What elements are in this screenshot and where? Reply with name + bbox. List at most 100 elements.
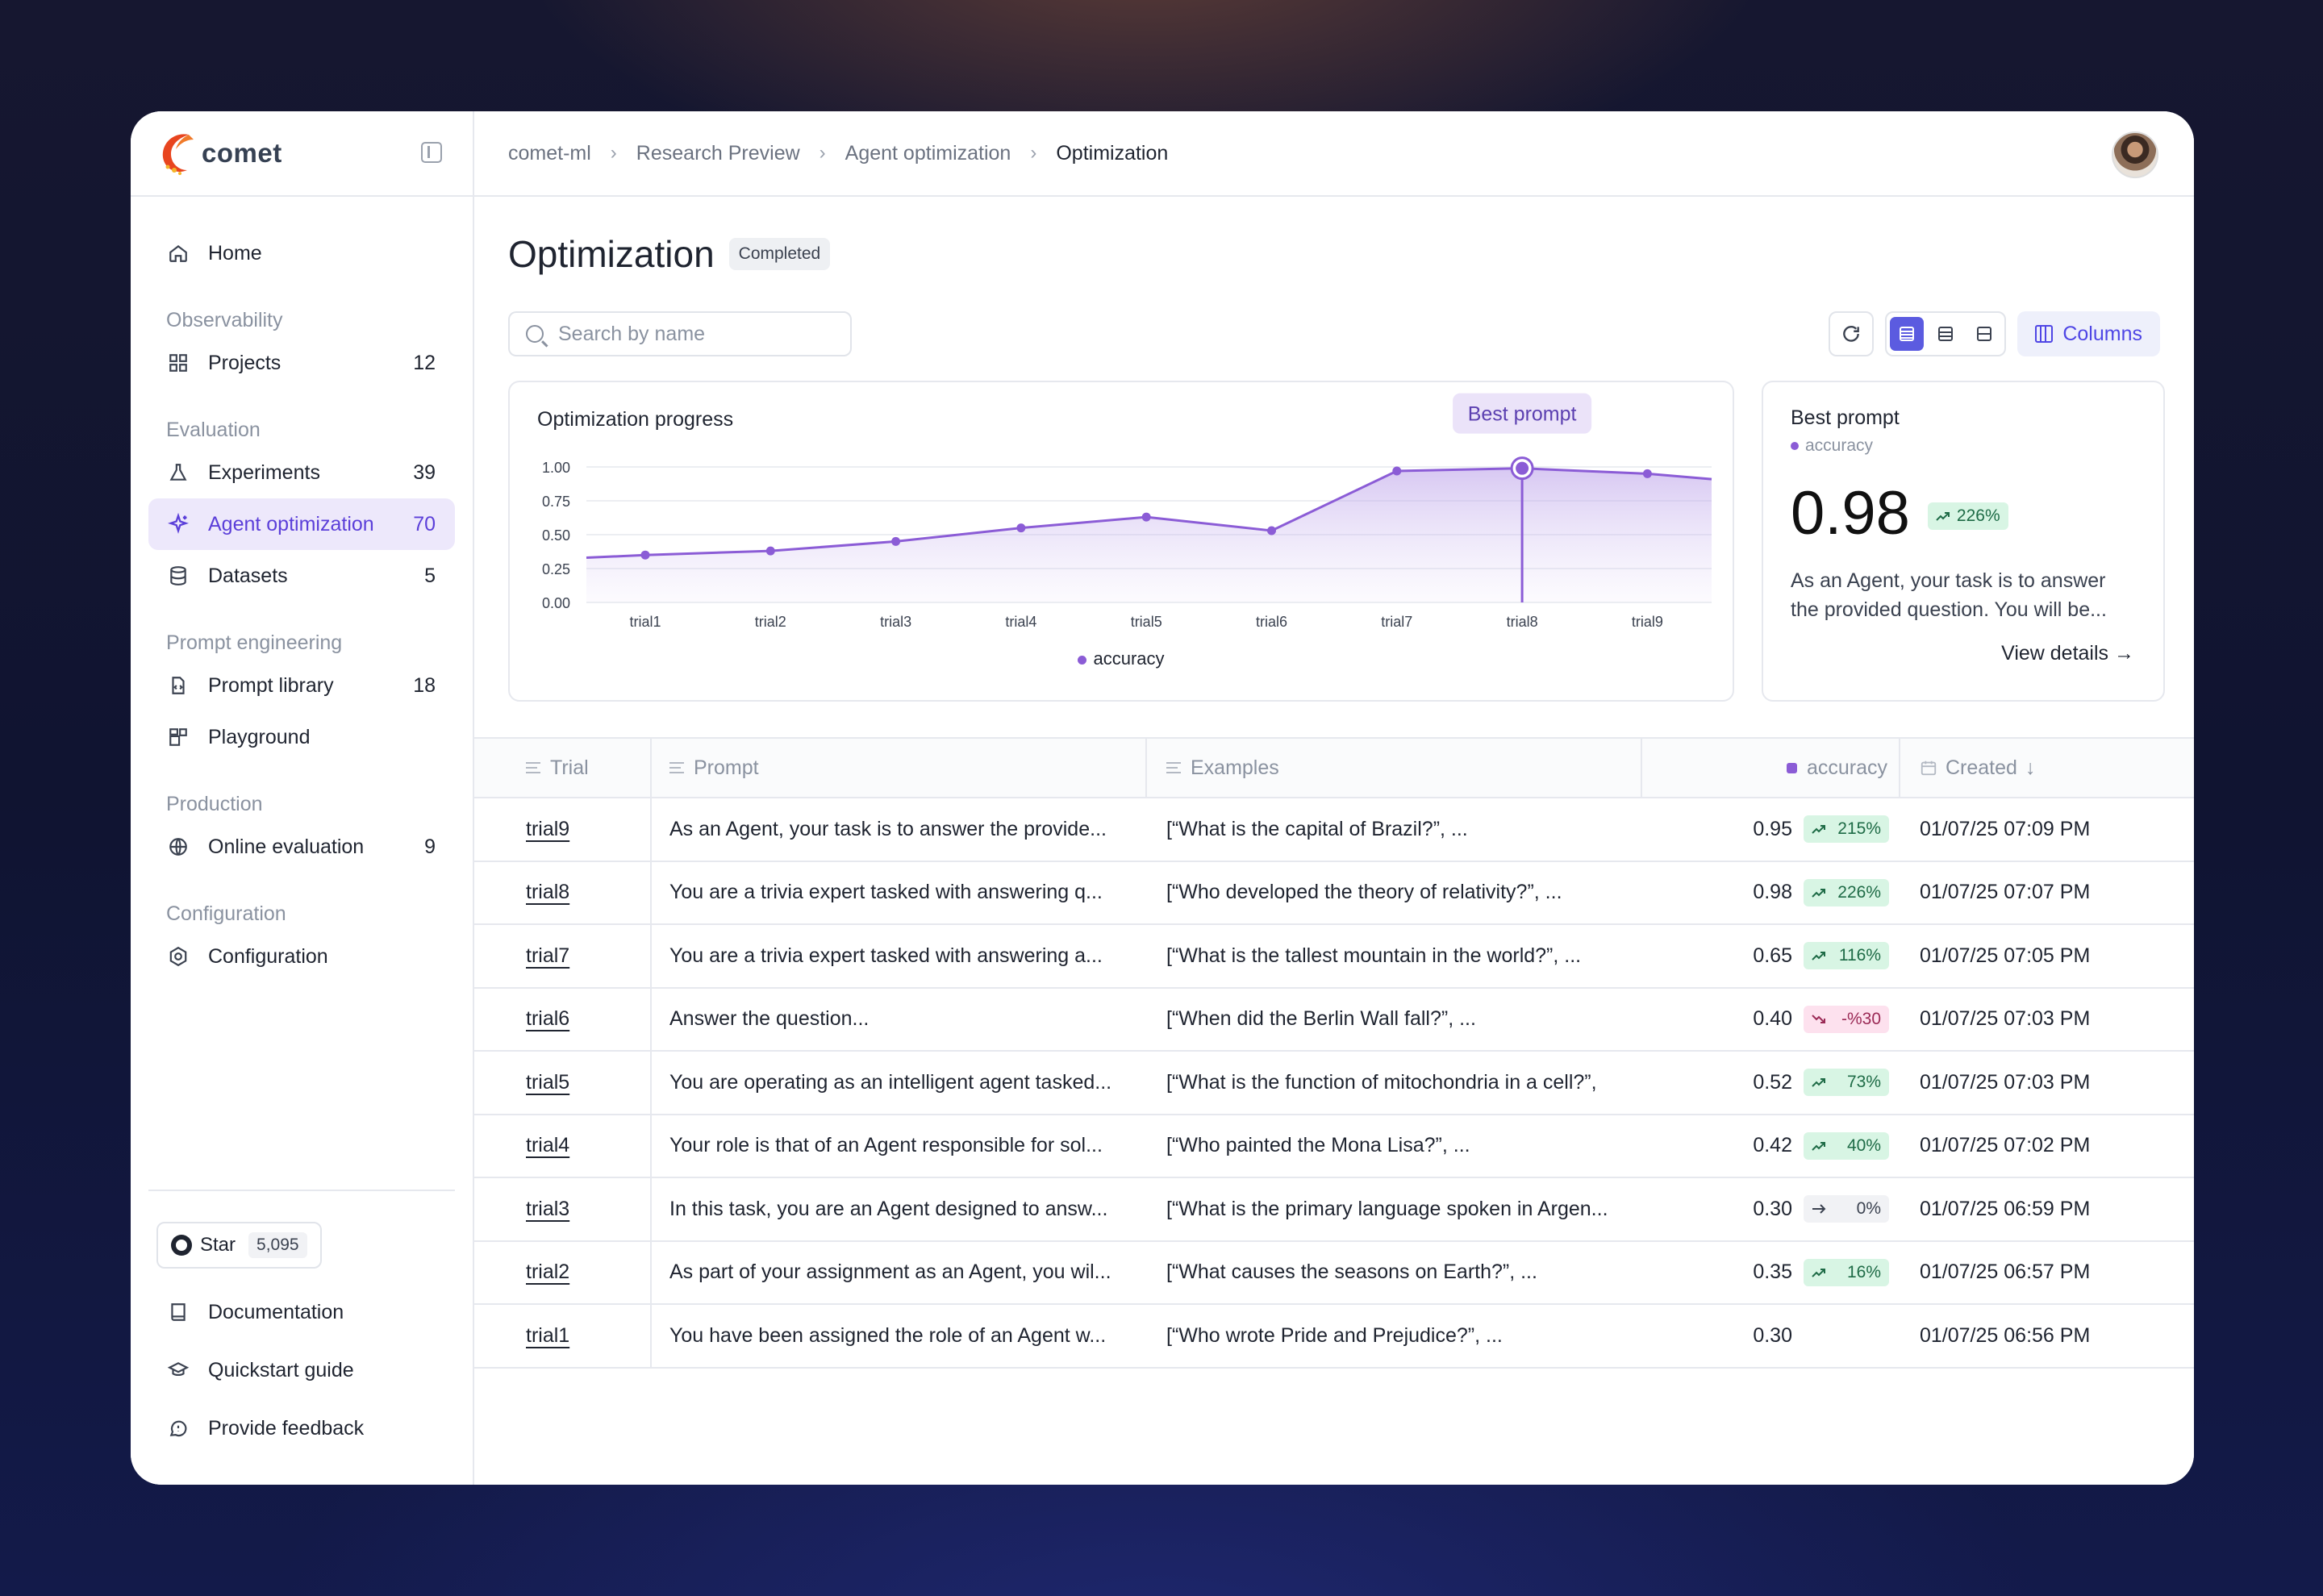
blocks-icon [166,725,190,749]
sparkle-icon [166,512,190,536]
comet-logo-icon[interactable] [158,130,195,177]
sidebar-collapse-icon[interactable] [421,142,442,163]
sidebar-item-datasets[interactable]: Datasets 5 [148,550,455,602]
sidebar-item-documentation[interactable]: Documentation [148,1286,455,1338]
sidebar-item-count: 18 [413,673,436,697]
sidebar-item-home[interactable]: Home [148,227,455,279]
row-height-large-button[interactable] [1967,317,2001,351]
data-point [1141,512,1151,522]
change-value: 0% [1856,1199,1881,1219]
cell-prompt: You have been assigned the role of an Ag… [669,1323,1107,1347]
trending-up-icon [1812,1078,1825,1087]
breadcrumb-item[interactable]: Research Preview [636,141,800,165]
trial-link[interactable]: trial9 [526,817,570,840]
best-prompt-tooltip [1453,393,1592,434]
column-header-prompt[interactable]: Prompt [652,739,1147,797]
x-tick-label: trial3 [880,614,911,630]
change-badge: 40% [1804,1131,1889,1160]
toolbar: Columns [1829,311,2160,356]
rows-large-icon [1977,327,1992,341]
trial-link[interactable]: trial8 [526,881,570,904]
home-icon [166,241,190,265]
sidebar-item-label: Online evaluation [208,835,365,858]
trial-link[interactable]: trial4 [526,1134,570,1157]
cell-trial: trial3 [474,1178,652,1240]
column-header-trial[interactable]: Trial [474,739,652,797]
accuracy-value: 0.40 [1753,1007,1792,1031]
rows-medium-icon [1938,327,1954,341]
sidebar-item-label: Configuration [208,944,328,968]
trial-link[interactable]: trial5 [526,1070,570,1094]
table-row[interactable]: trial8 You are a trivia expert tasked wi… [474,861,2194,925]
cell-accuracy: 0.42 40% [1642,1115,1900,1177]
sidebar-item-playground[interactable]: Playground [148,711,455,763]
cell-accuracy: 0.98 226% [1642,862,1900,924]
table-row[interactable]: trial6 Answer the question... [“When did… [474,988,2194,1052]
sidebar-item-quickstart[interactable]: Quickstart guide [148,1344,455,1396]
breadcrumb-item[interactable]: Agent optimization [845,141,1011,165]
sidebar-item-experiments[interactable]: Experiments 39 [148,447,455,498]
github-star-label: Star [200,1234,236,1256]
cell-prompt: As an Agent, your task is to answer the … [669,817,1107,840]
cell-examples: [“Who wrote Pride and Prejudice?”, ... [1166,1323,1503,1347]
columns-button[interactable]: Columns [2017,311,2160,356]
cell-prompt: You are operating as an intelligent agen… [669,1070,1112,1094]
column-header-examples[interactable]: Examples [1147,739,1642,797]
sort-desc-icon[interactable]: ↓ [2025,756,2036,779]
column-header-accuracy[interactable]: accuracy [1642,739,1900,797]
page-header: Optimization Completed [508,232,831,276]
x-tick-label: trial1 [629,614,661,630]
book-icon [166,1300,190,1324]
table-row[interactable]: trial3 In this task, you are an Agent de… [474,1178,2194,1242]
row-height-small-button[interactable] [1890,317,1925,351]
search-input[interactable]: Search by name [508,311,852,356]
trending-down-icon [1812,1015,1825,1023]
accuracy-value: 0.35 [1753,1261,1792,1284]
table-row[interactable]: trial7 You are a trivia expert tasked wi… [474,925,2194,989]
sidebar-item-label: Prompt library [208,673,334,697]
sidebar-item-configuration[interactable]: Configuration [148,931,455,982]
trial-link[interactable]: trial3 [526,1197,570,1220]
table-row[interactable]: trial1 You have been assigned the role o… [474,1305,2194,1369]
refresh-button[interactable] [1829,311,1875,356]
breadcrumb-item[interactable]: comet-ml [508,141,591,165]
table-row[interactable]: trial9 As an Agent, your task is to answ… [474,798,2194,862]
sidebar-item-label: Experiments [208,460,320,484]
logo-row: comet [131,111,473,197]
section-configuration: Configuration [166,902,286,925]
cell-prompt: In this task, you are an Agent designed … [669,1197,1108,1220]
cell-trial: trial2 [474,1241,652,1303]
table-header: Trial Prompt Examples accuracy Created ↓ [474,737,2194,798]
data-point [1516,461,1529,475]
metric-square-icon [1786,762,1797,773]
logo-text: comet [202,138,282,168]
avatar[interactable] [2112,131,2158,178]
y-tick-label: 1.00 [542,460,570,476]
cell-trial: trial9 [474,798,652,861]
github-star-button[interactable]: Star 5,095 [156,1222,322,1269]
metric-dot [1791,442,1799,450]
table-row[interactable]: trial2 As part of your assignment as an … [474,1241,2194,1305]
table-row[interactable]: trial5 You are operating as an intellige… [474,1052,2194,1115]
trial-link[interactable]: trial1 [526,1323,570,1347]
data-point [1267,526,1276,535]
row-height-medium-button[interactable] [1929,317,1962,351]
column-header-created[interactable]: Created ↓ [1900,739,2194,797]
sidebar-item-label: Provide feedback [208,1416,365,1440]
sidebar-item-agent-optimization[interactable]: Agent optimization 70 [148,498,455,550]
trial-link[interactable]: trial2 [526,1261,570,1284]
sidebar-item-online-evaluation[interactable]: Online evaluation 9 [148,821,455,873]
x-tick-label: trial4 [1005,614,1036,630]
chart-legend[interactable]: accuracy [510,648,1733,669]
trial-link[interactable]: trial6 [526,1007,570,1031]
sidebar-item-feedback[interactable]: Provide feedback [148,1402,455,1454]
trial-link[interactable]: trial7 [526,944,570,967]
sidebar-item-prompt-library[interactable]: Prompt library 18 [148,660,455,711]
optimization-progress-chart[interactable]: 1.00 0.75 0.50 0.25 0.00 trial1 trial2 trial3 tr… [510,382,1736,648]
view-details-link[interactable]: View details → [2001,642,2134,665]
sidebar-item-projects[interactable]: Projects 12 [148,337,455,389]
cell-examples: [“What is the tallest mountain in the wo… [1166,944,1582,967]
cell-created: 01/07/25 06:59 PM [1920,1197,2091,1220]
sidebar-item-count: 70 [413,512,436,535]
table-row[interactable]: trial4 Your role is that of an Agent res… [474,1115,2194,1178]
